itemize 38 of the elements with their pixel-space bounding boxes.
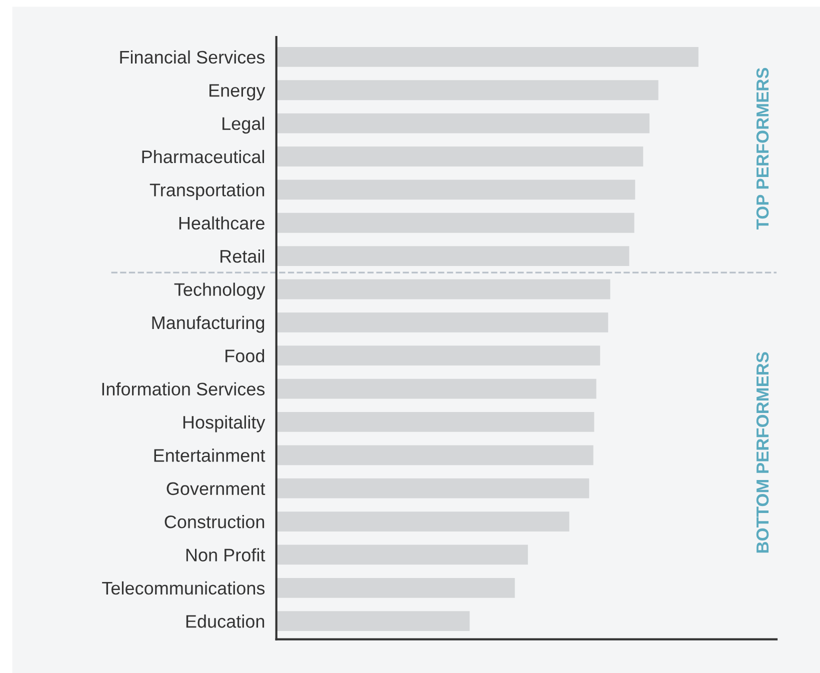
y-tick-label: Transportation xyxy=(150,183,264,200)
y-tick-label: Legal xyxy=(222,116,264,134)
text: TOP PERFORMERS xyxy=(756,68,769,230)
bar xyxy=(276,611,470,632)
y-tick-label: Information Services xyxy=(102,382,265,396)
bar xyxy=(276,80,658,100)
text: BOTTOM PERFORMERS xyxy=(756,352,769,553)
bar xyxy=(276,412,594,432)
y-tick-label: Healthcare xyxy=(179,216,264,230)
y-tick-label: Financial Services xyxy=(120,50,265,64)
y-tick-label: Entertainment xyxy=(154,448,266,462)
y-tick-label: Pharmaceutical xyxy=(142,150,264,164)
y-tick-label: Food xyxy=(226,349,264,362)
y-tick-label: Construction xyxy=(164,514,264,528)
y-tick-label: Manufacturing xyxy=(152,316,264,333)
bar xyxy=(276,544,528,565)
y-tick-label: Government xyxy=(166,482,266,496)
bar xyxy=(276,146,644,166)
bar xyxy=(276,113,650,134)
bar xyxy=(276,445,594,466)
y-tick-label: Retail xyxy=(220,250,264,263)
bar xyxy=(276,512,570,532)
bar xyxy=(276,346,600,366)
y-tick-label: Education xyxy=(186,614,264,628)
bar xyxy=(276,578,515,598)
bar xyxy=(276,378,596,399)
y-tick-label: Hospitality xyxy=(183,415,266,432)
y-tick-label: Telecommunications xyxy=(102,581,265,595)
bar xyxy=(276,478,590,498)
bar xyxy=(276,279,610,300)
bar xyxy=(276,212,634,233)
y-tick-label: Technology xyxy=(174,282,266,300)
bar xyxy=(276,46,698,67)
y-tick-label: Energy xyxy=(210,84,266,100)
bar xyxy=(276,180,636,200)
bar xyxy=(276,312,608,332)
bar xyxy=(276,246,630,266)
y-tick-label: Non Profit xyxy=(186,548,266,562)
